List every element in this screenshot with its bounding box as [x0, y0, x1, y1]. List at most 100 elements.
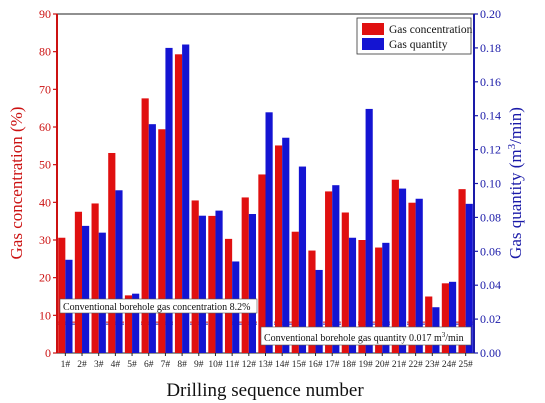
annotation-quantity-tail: /min [445, 333, 463, 344]
x-tick-label-14: 14# [275, 360, 290, 370]
bar-quantity-6 [148, 124, 156, 353]
left-y-axis: 0 10 20 30 40 50 60 70 80 90 [39, 7, 58, 360]
x-tick-label-17: 17# [325, 360, 340, 370]
left-tick-label: 40 [39, 195, 51, 209]
bar-quantity-5 [132, 293, 140, 353]
bar-quantity-18 [348, 237, 357, 353]
right-tick-label: 0.08 [480, 210, 501, 224]
right-tick-label: 0.02 [480, 312, 501, 326]
right-tick-label: 0.18 [480, 41, 501, 55]
bar-quantity-15 [298, 166, 307, 353]
bar-quantity-19 [365, 108, 373, 353]
annotation-box-quantity [260, 326, 472, 346]
x-tick-label-21: 21# [392, 360, 407, 370]
right-y-axis: 0.00 0.02 0.04 0.06 0.08 0.10 0.12 0.14 0.16 0.18… [473, 7, 501, 360]
x-tick-label-16: 16# [308, 360, 323, 370]
annotation-quantity-main: Conventional borehole gas quantity 0.017… [264, 333, 442, 344]
x-tick-label-9: 9# [194, 360, 204, 370]
bar-quantity-24 [448, 281, 457, 353]
x-tick-label-15: 15# [292, 360, 307, 370]
bar-quantity-20 [382, 242, 390, 353]
x-tick-label-1: 1# [61, 360, 71, 370]
right-tick-label: 0.04 [480, 278, 501, 292]
legend-label-gas-quantity: Gas quantity [389, 39, 448, 51]
bar-quantity-22 [415, 198, 423, 353]
bar-quantity-17 [332, 185, 340, 353]
bar-quantity-10 [215, 210, 223, 353]
bar-quantity-8 [182, 44, 190, 353]
annotation-quantity-sup: 3 [442, 331, 446, 339]
annotation-concentration: Conventional borehole gas concentration … [59, 298, 258, 314]
x-tick-label-22: 22# [408, 360, 423, 370]
bar-concentration-14 [275, 145, 283, 353]
bar-concentration-20 [375, 247, 383, 353]
bar-concentration-15 [291, 231, 299, 353]
bar-concentration-17 [325, 191, 333, 353]
bar-concentration-7 [158, 129, 166, 353]
x-tick-label-4: 4# [111, 360, 121, 370]
bar-concentration-16 [308, 250, 316, 353]
x-tick-label-2: 2# [77, 360, 87, 370]
bar-quantity-3 [98, 232, 106, 353]
bar-concentration-21 [391, 179, 399, 353]
x-tick-label-24: 24# [442, 360, 457, 370]
bar-quantity-25 [465, 203, 473, 353]
bar-concentration-1 [58, 237, 66, 353]
bar-quantity-4 [115, 190, 123, 353]
left-tick-label: 60 [39, 120, 51, 134]
bar-concentration-23 [425, 296, 433, 353]
bar-concentration-19 [358, 240, 366, 353]
x-tick-label-12: 12# [242, 360, 257, 370]
x-tick-label-13: 13# [258, 360, 273, 370]
right-tick-label: 0.10 [480, 177, 501, 191]
x-tick-label-19: 19# [358, 360, 373, 370]
bar-concentration-22 [408, 202, 416, 353]
bar-quantity-21 [398, 188, 407, 353]
x-tick-label-3: 3# [94, 360, 104, 370]
left-tick-label: 90 [39, 7, 51, 21]
bar-quantity-16 [315, 269, 323, 353]
y-axis-right-title: Gas quantity (m3/min) [506, 107, 525, 259]
x-tick-label-10: 10# [208, 360, 223, 370]
bar-quantity-14 [282, 137, 290, 353]
legend: Gas concentration Gas quantity [356, 17, 473, 55]
right-tick-label: 0.12 [480, 143, 501, 157]
right-tick-label: 0.14 [480, 109, 501, 123]
x-tick-label-23: 23# [425, 360, 440, 370]
x-tick-label-6: 6# [144, 360, 154, 370]
x-tick-label-25: 25# [459, 360, 474, 370]
annotation-text-concentration: Conventional borehole gas concentration … [63, 302, 250, 313]
bar-concentration-11 [224, 238, 233, 353]
bar-concentration-6 [141, 98, 149, 353]
y-axis-left-title: Gas concentration (%) [7, 107, 26, 260]
x-tick-label-11: 11# [225, 360, 239, 370]
bar-concentration-3 [91, 203, 99, 353]
y-axis-right-title-sup: 3 [506, 143, 518, 149]
bar-concentration-9 [191, 200, 199, 353]
right-tick-label: 0.20 [480, 7, 501, 21]
annotation-box-concentration [59, 298, 258, 314]
bar-quantity-7 [165, 47, 173, 354]
bar-concentration-4 [108, 152, 116, 353]
x-axis: 1# 2# 3# 4# 5# 6# 7# 8# 9# 10# 11# 12# 13# 14# 15# 16# 1… [61, 353, 473, 370]
x-tick-label-8: 8# [177, 360, 187, 370]
legend-swatch-gas-quantity [362, 38, 384, 50]
bar-concentration-12 [241, 197, 249, 353]
bar-concentration-24 [441, 283, 449, 353]
legend-label-gas-concentration: Gas concentration [389, 24, 473, 36]
left-tick-label: 0 [45, 346, 51, 360]
bar-quantity-2 [82, 225, 90, 353]
left-tick-label: 50 [39, 158, 51, 172]
right-tick-label: 0.16 [480, 75, 501, 89]
bar-quantity-12 [248, 214, 256, 353]
left-tick-label: 30 [39, 233, 51, 247]
bar-concentration-25 [458, 189, 466, 353]
x-tick-label-20: 20# [375, 360, 390, 370]
bar-concentration-13 [258, 174, 266, 353]
right-tick-label: 0.00 [480, 346, 501, 360]
bar-concentration-10 [208, 215, 216, 353]
bar-quantity-13 [265, 112, 273, 353]
left-tick-label: 10 [39, 308, 51, 322]
x-tick-label-7: 7# [161, 360, 171, 370]
